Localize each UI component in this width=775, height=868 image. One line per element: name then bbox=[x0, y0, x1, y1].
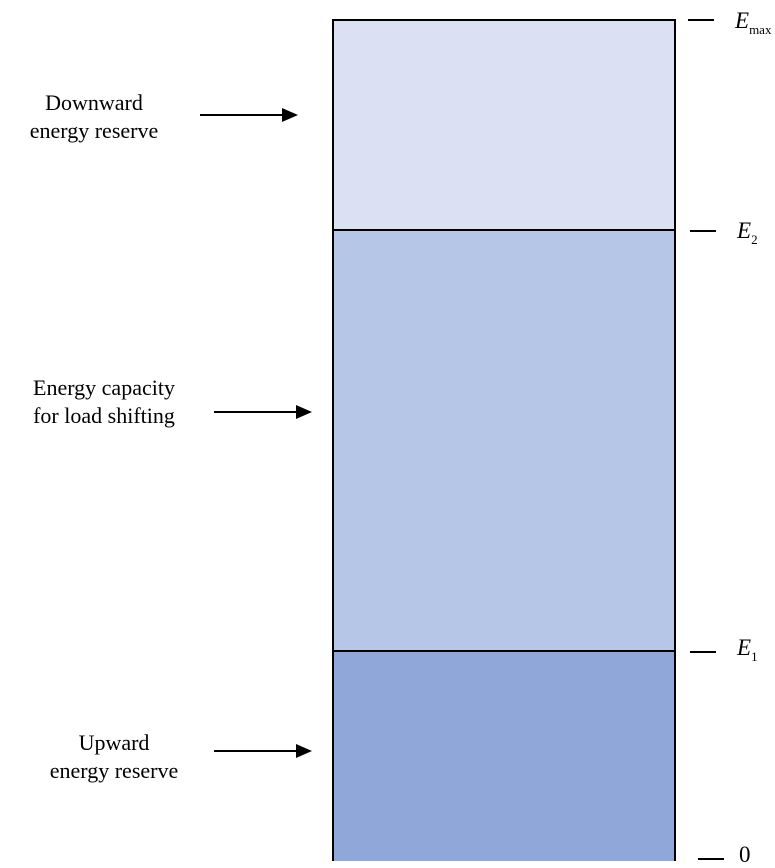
load-shifting-region bbox=[334, 231, 674, 652]
energy-capacity-stack bbox=[332, 19, 676, 861]
upward-reserve-label-line1: Upward bbox=[78, 730, 150, 755]
load-shifting-capacity-arrow bbox=[214, 405, 312, 419]
e1-subscript: 1 bbox=[751, 649, 758, 664]
downward-reserve-label: Downward energy reserve bbox=[8, 89, 180, 145]
e2-level-label: E2 bbox=[737, 219, 758, 252]
upward-reserve-region bbox=[334, 652, 674, 861]
zero-level-label: 0 bbox=[739, 842, 751, 867]
emax-symbol: E bbox=[735, 8, 750, 33]
downward-reserve-label-line2: energy reserve bbox=[29, 118, 159, 143]
e2-tick bbox=[690, 230, 716, 232]
downward-reserve-label-line1: Downward bbox=[45, 90, 143, 115]
upward-reserve-label: Upward energy reserve bbox=[34, 729, 194, 785]
e1-tick bbox=[690, 651, 716, 653]
load-shifting-capacity-label: Energy capacity for load shifting bbox=[14, 374, 194, 430]
e2-symbol: E bbox=[737, 218, 752, 243]
upward-reserve-label-line2: energy reserve bbox=[49, 758, 179, 783]
e2-subscript: 2 bbox=[751, 232, 758, 247]
emax-level-label: Emax bbox=[735, 9, 771, 42]
zero-tick bbox=[698, 858, 724, 860]
downward-reserve-arrow bbox=[200, 108, 298, 122]
upward-reserve-arrow bbox=[214, 744, 312, 758]
load-shifting-capacity-label-line2: for load shifting bbox=[33, 403, 175, 428]
e1-level-label: E1 bbox=[737, 636, 758, 669]
e1-symbol: E bbox=[737, 635, 752, 660]
load-shifting-capacity-label-line1: Energy capacity bbox=[33, 375, 175, 400]
downward-reserve-region bbox=[334, 21, 674, 231]
emax-subscript: max bbox=[749, 22, 772, 37]
emax-tick bbox=[688, 19, 714, 21]
